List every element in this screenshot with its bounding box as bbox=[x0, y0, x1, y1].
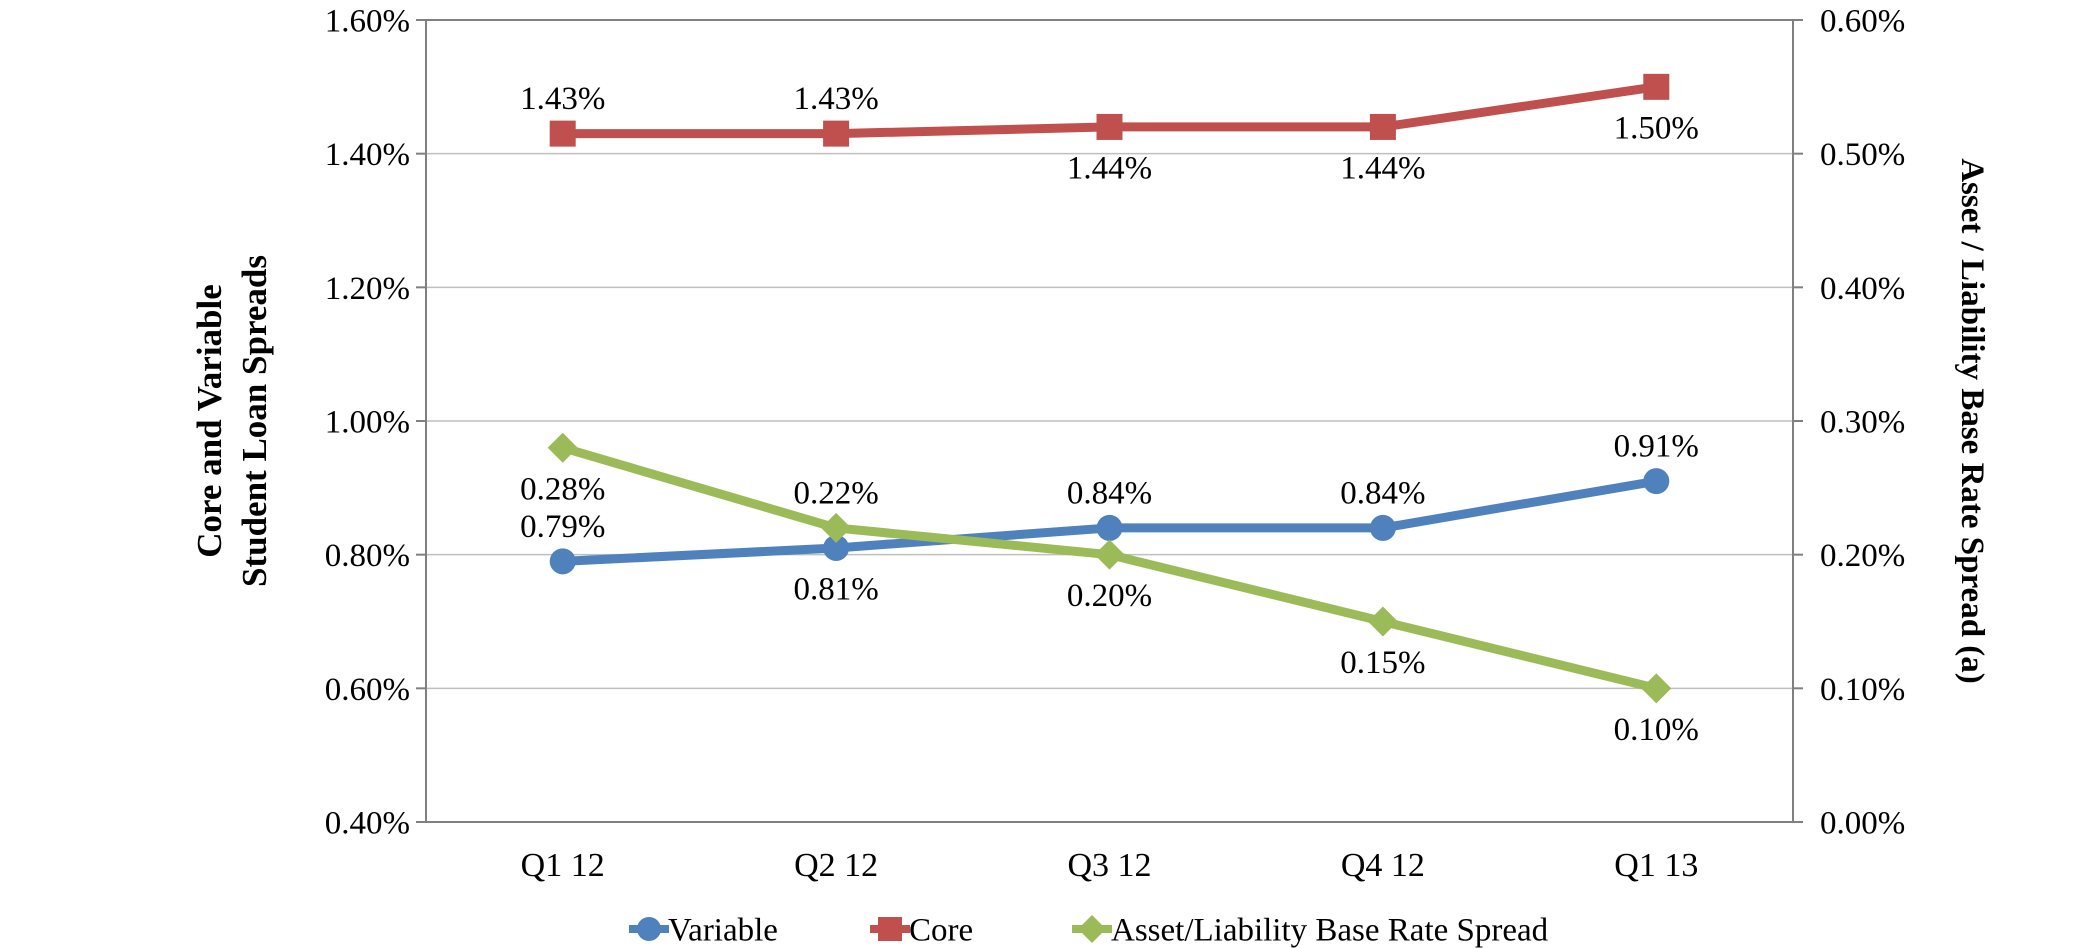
asset-liability-base-rate-spread-legend-marker-icon bbox=[1078, 915, 1106, 943]
left-axis-title-line1: Core and Variable bbox=[190, 284, 229, 558]
right-axis-tick-label: 0.50% bbox=[1820, 137, 1905, 173]
core-marker bbox=[1369, 113, 1396, 140]
core-data-label: 1.44% bbox=[1340, 150, 1425, 186]
asset-liability-base-rate-spread-marker bbox=[1094, 539, 1125, 570]
x-axis-category-label: Q1 13 bbox=[1614, 847, 1698, 884]
legend-item-variable: Variable bbox=[629, 913, 778, 948]
left-axis: 1.60% 1.40% 1.20% 1.00% 0.80% 0.60% 0.40% bbox=[325, 4, 426, 842]
variable-marker bbox=[1643, 468, 1670, 495]
left-axis-tick-label: 1.40% bbox=[325, 137, 410, 173]
core-data-label: 1.44% bbox=[1067, 150, 1152, 186]
core-marker bbox=[1096, 113, 1123, 140]
asset-liability-base-rate-spread-legend-label: Asset/Liability Base Rate Spread bbox=[1111, 913, 1549, 948]
right-axis-tick-label: 0.10% bbox=[1820, 672, 1905, 708]
left-axis-tick-label: 0.40% bbox=[325, 806, 410, 842]
variable-data-label: 0.91% bbox=[1614, 429, 1699, 465]
x-axis-category-label: Q3 12 bbox=[1067, 847, 1151, 884]
left-axis-tick-label: 0.80% bbox=[325, 538, 410, 574]
core-marker bbox=[823, 120, 850, 147]
asset-liability-base-rate-spread-data-label: 0.15% bbox=[1340, 645, 1425, 681]
right-axis-tick-label: 0.20% bbox=[1820, 538, 1905, 574]
variable-marker bbox=[1369, 514, 1396, 541]
variable-marker bbox=[549, 548, 576, 575]
axis-titles: Core and Variable Student Loan Spreads Ass… bbox=[190, 158, 1990, 684]
x-axis-category-label: Q4 12 bbox=[1341, 847, 1425, 884]
left-axis-title-line2: Student Loan Spreads bbox=[235, 255, 274, 587]
right-axis-title: Asset / Liability Base Rate Spread (a) bbox=[1954, 158, 1990, 684]
right-axis-tick-label: 0.40% bbox=[1820, 271, 1905, 307]
legend-item-core: Core bbox=[870, 913, 973, 948]
left-axis-tick-label: 1.00% bbox=[325, 405, 410, 441]
series-asset-liability-base-rate-spread: 0.28% 0.22% 0.20% 0.15% 0.10% bbox=[520, 432, 1699, 748]
core-data-label: 1.43% bbox=[793, 81, 878, 117]
left-axis-tick-label: 1.60% bbox=[325, 4, 410, 40]
variable-marker bbox=[1096, 514, 1123, 541]
series-core: 1.43% 1.43% 1.44% 1.44% 1.50% bbox=[520, 73, 1699, 186]
core-marker bbox=[549, 120, 576, 147]
right-axis: 0.60% 0.50% 0.40% 0.30% 0.20% 0.10% 0.00% bbox=[1793, 4, 1905, 842]
asset-liability-base-rate-spread-data-label: 0.28% bbox=[520, 471, 605, 507]
variable-data-label: 0.79% bbox=[520, 509, 605, 545]
core-data-label: 1.43% bbox=[520, 81, 605, 117]
right-axis-tick-label: 0.30% bbox=[1820, 405, 1905, 441]
variable-marker bbox=[823, 534, 850, 561]
core-marker bbox=[1643, 73, 1670, 100]
variable-data-label: 0.84% bbox=[1340, 475, 1425, 511]
asset-liability-base-rate-spread-data-label: 0.10% bbox=[1614, 712, 1699, 748]
legend-item-asset-liability-base-rate-spread: Asset/Liability Base Rate Spread bbox=[1072, 913, 1549, 948]
core-data-label: 1.50% bbox=[1614, 110, 1699, 146]
right-axis-tick-label: 0.00% bbox=[1820, 806, 1905, 842]
asset-liability-base-rate-spread-data-label: 0.22% bbox=[793, 475, 878, 511]
variable-data-label: 0.81% bbox=[793, 572, 878, 608]
variable-data-label: 0.84% bbox=[1067, 475, 1152, 511]
asset-liability-base-rate-spread-marker bbox=[821, 512, 852, 543]
left-axis-tick-label: 0.60% bbox=[325, 672, 410, 708]
x-axis-category-label: Q1 12 bbox=[521, 847, 605, 884]
core-legend-marker-icon bbox=[878, 917, 902, 941]
x-axis: Q1 12 Q2 12 Q3 12 Q4 12 Q1 13 bbox=[521, 847, 1699, 884]
asset-liability-base-rate-spread-marker bbox=[547, 432, 578, 463]
gridlines bbox=[426, 19, 1793, 823]
right-axis-tick-label: 0.60% bbox=[1820, 4, 1905, 40]
variable-legend-label: Variable bbox=[668, 913, 778, 948]
asset-liability-base-rate-spread-data-label: 0.20% bbox=[1067, 578, 1152, 614]
series-variable: 0.79% 0.81% 0.84% 0.84% 0.91% bbox=[520, 429, 1699, 608]
variable-legend-marker-icon bbox=[637, 917, 661, 941]
asset-liability-base-rate-spread-marker bbox=[1641, 673, 1672, 704]
legend: Variable Core Asset/Liability Base Rate Sp… bbox=[629, 913, 1549, 948]
left-axis-tick-label: 1.20% bbox=[325, 271, 410, 307]
asset-liability-base-rate-spread-marker bbox=[1367, 606, 1398, 637]
x-axis-category-label: Q2 12 bbox=[794, 847, 878, 884]
core-legend-label: Core bbox=[909, 913, 973, 948]
